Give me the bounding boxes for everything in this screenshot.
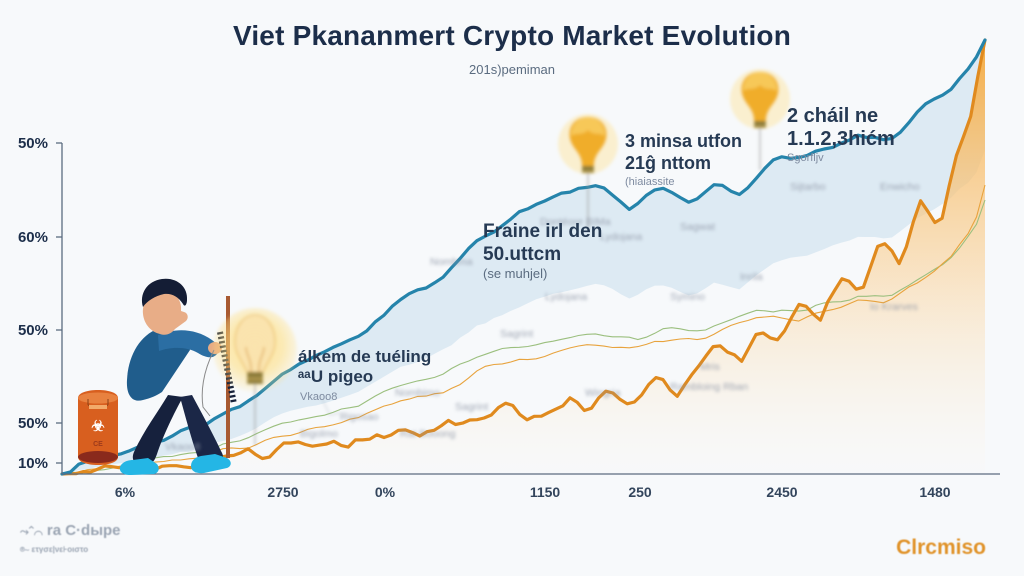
svg-text:10%: 10% [18,455,48,472]
svg-text:Io Krarves: Io Krarves [870,301,918,313]
svg-text:Rigosao: Rigosao [340,411,379,423]
svg-text:Symino: Symino [670,291,705,303]
svg-text:2450: 2450 [766,484,797,500]
svg-text:Bigolmo: Bigolmo [300,428,338,440]
svg-text:Mris: Mris [700,361,720,373]
svg-text:1150: 1150 [530,484,561,500]
svg-text:Sgorfljv: Sgorfljv [787,152,824,164]
svg-text:Vkaoo8: Vkaoo8 [165,441,201,453]
svg-text:☣: ☣ [91,418,105,435]
svg-text:1480: 1480 [919,484,950,500]
svg-text:ᵃᵃU pigeo: ᵃᵃU pigeo [298,367,373,386]
svg-text:Sijtarbo: Sijtarbo [790,181,826,193]
svg-text:Rat Booong: Rat Booong [400,428,456,440]
svg-text:Lydojana: Lydojana [545,291,587,303]
svg-text:250: 250 [628,484,652,500]
svg-text:Vkaoo8: Vkaoo8 [300,391,337,403]
svg-text:3 minsa utfon: 3 minsa utfon [625,131,742,151]
svg-text:(hiaiassite: (hiaiassite [625,176,675,188]
svg-text:60%: 60% [18,229,48,246]
svg-text:Nombimo: Nombimo [395,387,440,399]
svg-text:1.1.2,3hićm: 1.1.2,3hićm [787,128,895,150]
svg-text:Sagrint: Sagrint [500,328,533,340]
svg-text:Fraine irl den: Fraine irl den [483,221,602,242]
svg-text:Sagrint: Sagrint [455,401,488,413]
svg-text:Inrila: Inrila [740,271,763,283]
svg-text:50.uttcm: 50.uttcm [483,244,561,265]
svg-text:50%: 50% [18,135,48,152]
svg-text:6%: 6% [115,484,136,500]
svg-text:(se muhjel): (se muhjel) [483,266,547,281]
svg-text:Sagwat: Sagwat [680,221,715,233]
svg-text:Rambloing Rban: Rambloing Rban [670,381,748,393]
svg-text:álkem de tuéling: álkem de tuéling [298,347,431,366]
svg-text:Enwicho: Enwicho [880,181,920,193]
svg-text:2 cháil ne: 2 cháil ne [787,105,878,127]
svg-text:50%: 50% [18,415,48,432]
svg-text:0%: 0% [375,484,396,500]
svg-text:2750: 2750 [267,484,298,500]
svg-text:Lydojana: Lydojana [600,231,642,243]
svg-text:Wingria: Wingria [585,387,621,399]
svg-text:50%: 50% [18,322,48,339]
svg-text:21ĝ nttom: 21ĝ nttom [625,153,711,173]
svg-text:Nombma: Nombma [430,256,473,268]
svg-text:CE: CE [93,441,103,448]
